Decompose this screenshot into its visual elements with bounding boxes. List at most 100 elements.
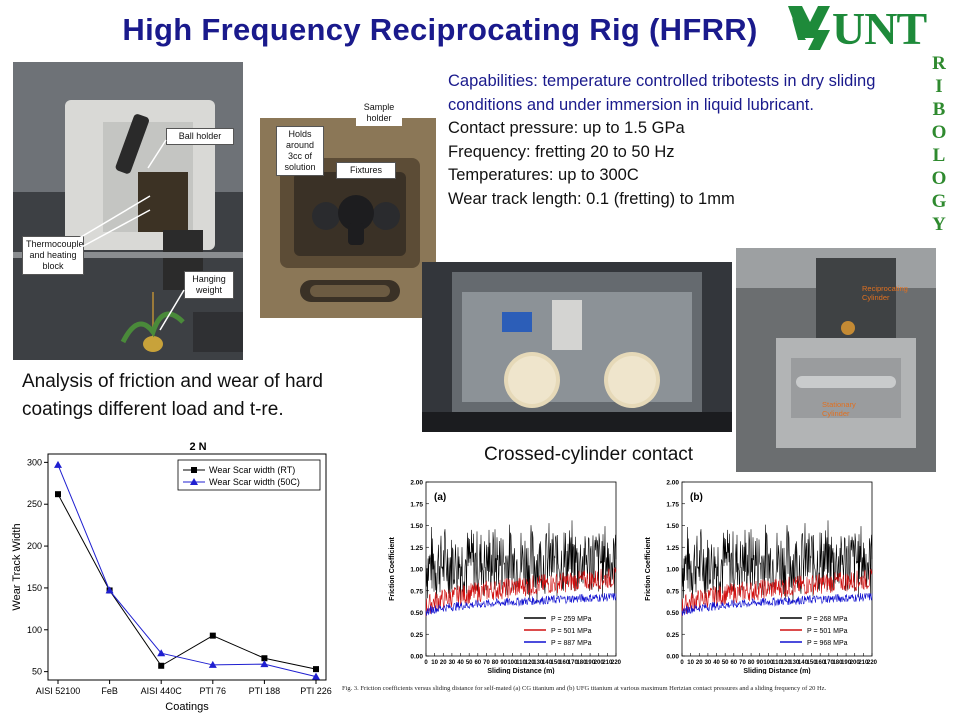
x-tick-label: 200: [594, 660, 605, 666]
tribology-letter: L: [932, 145, 946, 166]
callout-fixtures: Fixtures: [336, 162, 396, 179]
x-tick-label: FeB: [101, 686, 118, 696]
friction-chart-b: 0.000.250.500.751.001.251.501.752.000 10 2…: [645, 480, 878, 675]
data-point: [105, 586, 114, 594]
x-axis-label: Sliding Distance (m): [487, 668, 554, 674]
y-tick-label: 1.50: [666, 523, 679, 530]
x-tick-label: 0: [680, 660, 684, 666]
y-tick-label: 1.00: [666, 567, 679, 574]
y-tick-label: 0.00: [410, 654, 423, 661]
x-tick-label: 0: [424, 660, 428, 666]
y-tick-label: 1.75: [666, 501, 679, 508]
x-tick-label: 100: [507, 660, 518, 666]
sample-holder-illustration: [260, 118, 436, 318]
callout-hanging-weight: Hanging weight: [184, 271, 234, 299]
legend-label: P = 501 MPa: [551, 628, 592, 635]
y-tick-label: 0.25: [410, 632, 423, 639]
y-tick-label: 0.50: [666, 610, 679, 617]
x-tick-label: 110: [516, 660, 526, 666]
data-point: [208, 660, 217, 668]
x-tick-label: 60: [730, 660, 737, 666]
friction-chart-a: 0.000.250.500.751.001.251.501.752.000 10 2…: [389, 480, 622, 675]
x-tick-label: 150: [807, 660, 818, 666]
y-axis-label: Wear Track Width: [11, 523, 23, 610]
legend-label: P = 501 MPa: [807, 628, 848, 635]
y-axis-label: Friction Coefficient: [389, 536, 396, 600]
x-tick-label: 210: [602, 660, 613, 666]
series-line: [425, 592, 617, 616]
data-point: [260, 660, 269, 668]
data-point: [209, 632, 216, 639]
y-tick-label: 300: [27, 457, 42, 467]
x-tick-label: 140: [798, 660, 809, 666]
legend-label: P = 968 MPa: [807, 640, 848, 647]
y-axis-label: Friction Coefficient: [645, 536, 652, 600]
data-point: [261, 655, 268, 662]
x-tick-label: 60: [474, 660, 481, 666]
legend-box: [177, 459, 321, 491]
chart-title: 2 N: [189, 442, 206, 453]
x-tick-label: 40: [713, 660, 720, 666]
legend-label: P = 259 MPa: [551, 616, 592, 623]
x-tick-label: 180: [832, 660, 843, 666]
x-tick-label: 160: [559, 660, 570, 666]
x-tick-label: 20: [696, 660, 703, 666]
data-point: [55, 491, 61, 498]
x-tick-label: 140: [542, 660, 553, 666]
panel-label: (a): [434, 492, 446, 503]
tribology-letter: I: [935, 76, 943, 97]
tribology-letter: Y: [932, 214, 946, 235]
x-tick-label: 220: [611, 660, 622, 666]
capabilities-line: Capabilities: temperature controlled tri…: [448, 72, 876, 114]
data-point: [158, 662, 165, 669]
crossed-cylinder-illustration: [736, 248, 936, 472]
y-tick-label: 0.50: [410, 610, 423, 617]
y-tick-label: 0.25: [666, 632, 679, 639]
page-title: High Frequency Reciprocating Rig (HFRR): [122, 12, 758, 47]
x-tick-label: 160: [815, 660, 826, 666]
x-tick-label: 30: [705, 660, 712, 666]
data-point: [312, 672, 320, 680]
data-point: [54, 460, 62, 468]
x-tick-label: AISI 440C: [141, 686, 183, 696]
data-point: [313, 666, 319, 673]
x-tick-label: 90: [500, 660, 507, 666]
capabilities-text: Capabilities: temperature controlled tri…: [448, 70, 888, 211]
y-tick-label: 200: [27, 541, 42, 551]
x-tick-label: PTI 188: [249, 686, 281, 696]
tribology-letter: B: [932, 99, 946, 120]
tribology-letter: O: [931, 168, 947, 189]
y-tick-label: 0.00: [666, 654, 679, 661]
capabilities-line: Frequency: fretting 20 to 50 Hz: [448, 142, 675, 161]
rig-callout-lines: [75, 139, 185, 331]
figure-caption: Fig. 3. Friction coefficients versus sli…: [342, 685, 827, 692]
capabilities-line: Temperatures: up to 300C: [448, 166, 639, 184]
panel-label: (b): [690, 492, 703, 503]
y-tick-label: 100: [27, 625, 42, 635]
series-line: [425, 520, 617, 604]
y-tick-label: 1.75: [410, 501, 423, 508]
x-tick-label: 70: [739, 660, 746, 666]
x-tick-label: 130: [533, 660, 544, 666]
x-tick-label: 80: [748, 660, 755, 666]
x-tick-label: 220: [867, 660, 878, 666]
x-tick-label: 40: [457, 660, 464, 666]
plot-frame: [47, 453, 327, 681]
wear-track-chart: 2 N 50 100 150 200 250 300 AISI 52100 FeB AISI 44…: [11, 442, 332, 713]
crossed-cylinder-photo: [736, 248, 936, 472]
crossed-cylinder-label: Crossed-cylinder contact: [484, 444, 694, 465]
y-tick-label: 0.75: [666, 588, 679, 595]
y-tick-label: 2.00: [666, 480, 679, 487]
legend-label: P = 268 MPa: [807, 616, 848, 623]
y-tick-label: 1.25: [666, 545, 679, 552]
tribology-letter: O: [931, 122, 947, 143]
x-tick-label: 80: [492, 660, 499, 666]
y-tick-label: 1.00: [410, 567, 423, 574]
capabilities-line: Wear track length: 0.1 (fretting) to 1mm: [448, 189, 735, 208]
x-tick-label: 190: [585, 660, 596, 666]
callout-ball-holder: Ball holder: [166, 128, 234, 145]
x-tick-label: 170: [568, 660, 579, 666]
x-tick-label: 50: [466, 660, 473, 666]
y-tick-label: 1.25: [410, 545, 423, 552]
glovebox-illustration: [422, 262, 732, 432]
